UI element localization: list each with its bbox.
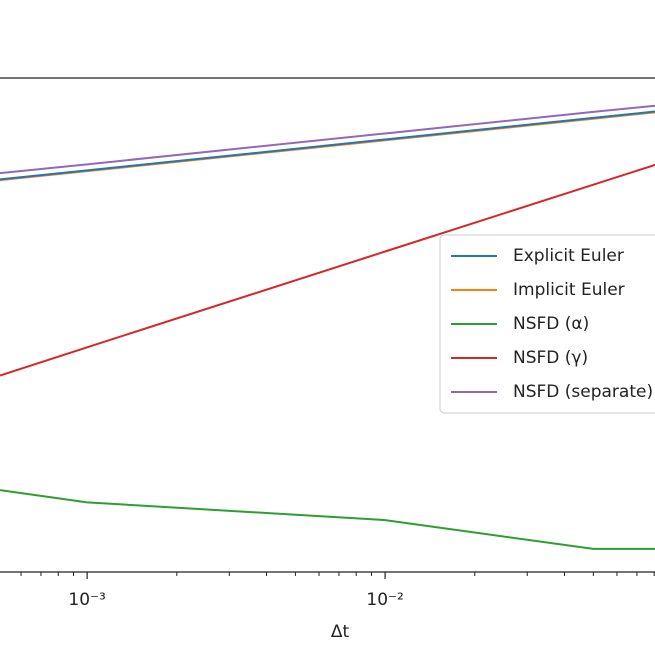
x-tick-label: 10⁻³ [68,590,105,610]
x-tick-label: 10⁻² [366,590,403,610]
legend: Explicit Euler Implicit Euler NSFD (α) NSFD… [439,234,655,414]
series-line [0,163,655,377]
legend-label: NSFD (γ) [513,348,588,368]
series-line [0,489,655,550]
legend-label: NSFD (separate) [513,382,653,402]
x-axis-label: Δt [331,622,350,642]
legend-label: Implicit Euler [513,280,625,300]
legend-box [439,234,655,414]
series-line [0,110,655,181]
series-line [0,104,655,175]
legend-label: NSFD (α) [513,314,589,334]
legend-label: Explicit Euler [513,246,624,266]
